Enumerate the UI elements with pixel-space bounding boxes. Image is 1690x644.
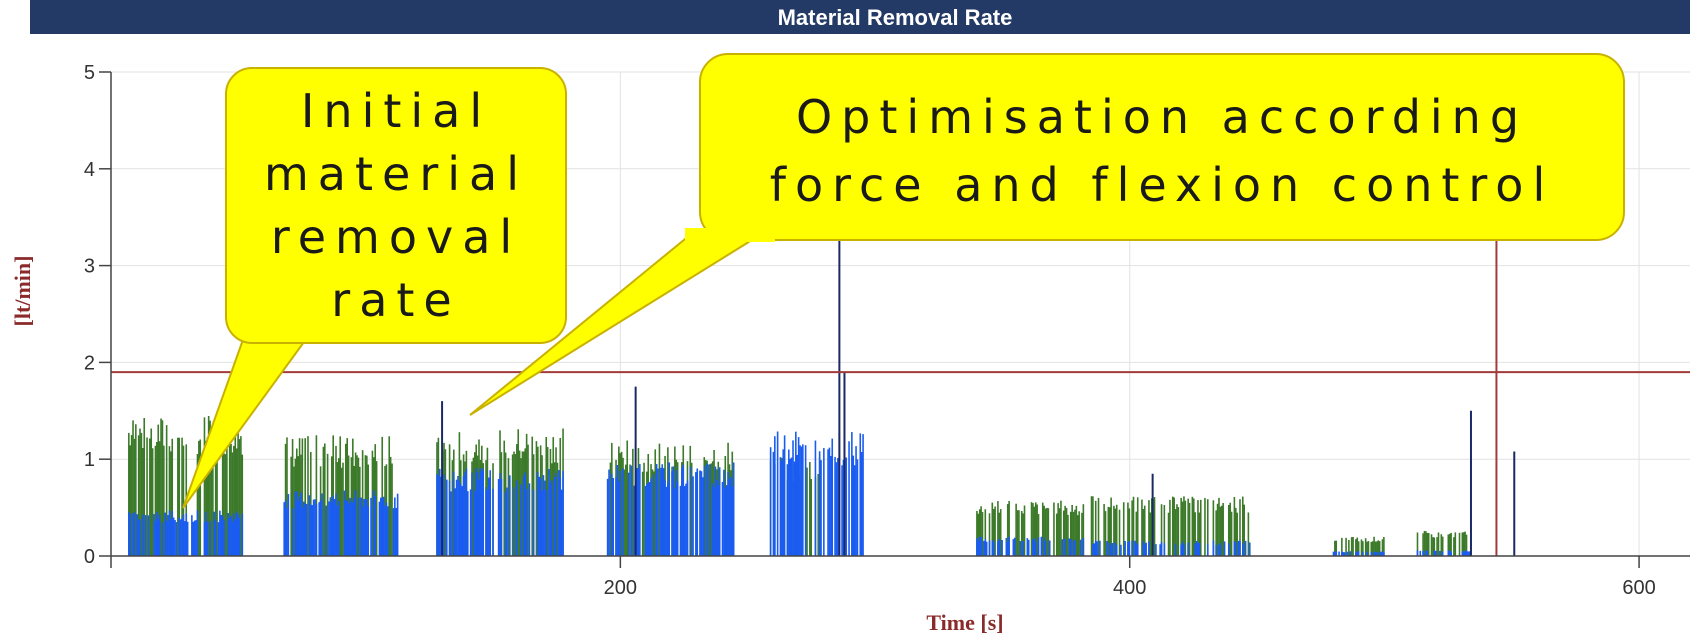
callout-line: Initial bbox=[301, 84, 491, 138]
callout-optimisation: Optimisation according force and flexion… bbox=[469, 53, 1625, 416]
callout-box bbox=[225, 67, 567, 344]
callout-line: removal bbox=[271, 210, 521, 264]
x-axis-label: Time [s] bbox=[926, 610, 1003, 635]
callout-line: rate bbox=[331, 273, 460, 327]
callout-line: material bbox=[264, 147, 528, 201]
series-2 bbox=[441, 236, 1516, 556]
callout-line: Optimisation according bbox=[796, 90, 1528, 144]
y-tick-label: 5 bbox=[84, 62, 95, 84]
plot-area bbox=[128, 236, 1516, 556]
x-tick-label: 600 bbox=[1622, 577, 1655, 599]
chart-title: Material Removal Rate bbox=[778, 5, 1013, 30]
callout-line: force and flexion control bbox=[770, 158, 1554, 212]
y-tick-label: 1 bbox=[84, 449, 95, 471]
y-tick-label: 2 bbox=[84, 352, 95, 374]
callout-box bbox=[699, 53, 1625, 241]
series-1 bbox=[128, 431, 1472, 556]
y-tick-label: 4 bbox=[84, 159, 95, 181]
y-tick-label: 0 bbox=[84, 546, 95, 568]
x-tick-label: 400 bbox=[1113, 577, 1146, 599]
title-bar bbox=[30, 0, 1690, 34]
y-axis-label: [lt/min] bbox=[10, 256, 35, 327]
callout-pointer-join bbox=[685, 228, 775, 242]
axes: 0 1 2 3 4 5 200 400 600 bbox=[84, 62, 1690, 599]
callout-pointer-join bbox=[240, 315, 340, 335]
callout-initial-rate: Initial material removal rate bbox=[182, 67, 567, 509]
y-tick-label: 3 bbox=[84, 256, 95, 278]
x-tick-label: 200 bbox=[604, 577, 637, 599]
